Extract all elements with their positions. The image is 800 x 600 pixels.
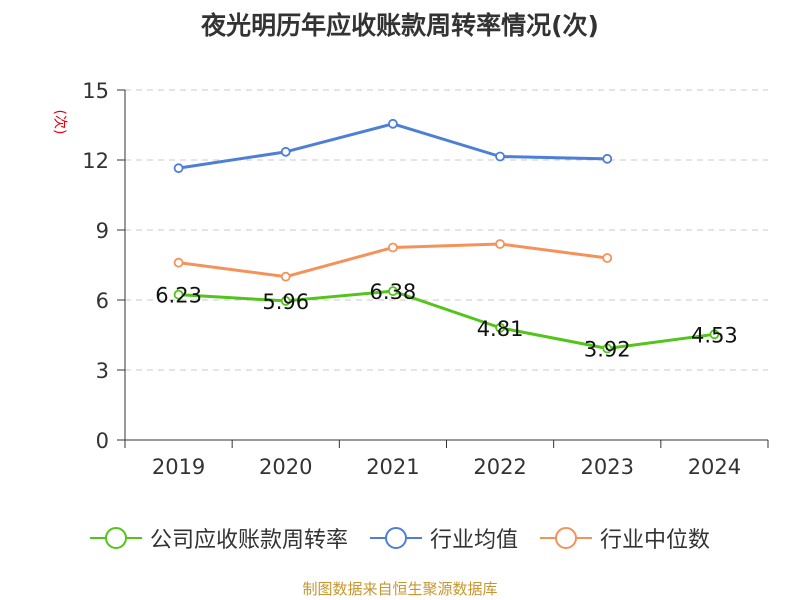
data-point bbox=[388, 286, 398, 297]
x-tick-label: 2023 bbox=[581, 455, 634, 479]
series-line-1 bbox=[178, 122, 608, 170]
data-label: 4.81 bbox=[477, 317, 524, 341]
legend-marker-icon bbox=[540, 526, 592, 550]
data-point bbox=[280, 296, 291, 306]
data-point bbox=[388, 118, 398, 129]
legend-label: 行业均值 bbox=[429, 528, 518, 553]
x-tick-label: 2020 bbox=[259, 455, 312, 479]
data-label: 4.53 bbox=[691, 323, 738, 347]
data-point bbox=[173, 163, 184, 174]
data-point bbox=[173, 289, 184, 300]
y-tick-label: 3 bbox=[96, 359, 109, 383]
data-label: 5.96 bbox=[262, 290, 309, 314]
x-tick-label: 2024 bbox=[688, 455, 741, 479]
legend-marker-icon bbox=[369, 526, 422, 550]
data-label: 6.38 bbox=[370, 280, 417, 304]
x-tick-label: 2021 bbox=[366, 455, 419, 479]
y-tick-label: 6 bbox=[96, 289, 109, 313]
legend-item[interactable]: 公司应收账款周转率 bbox=[89, 522, 348, 554]
y-tick-label: 9 bbox=[96, 219, 109, 243]
chart-title: 夜光明历年应收账款周转率情况(次) bbox=[201, 11, 599, 40]
data-point bbox=[602, 343, 613, 354]
legend-label: 行业中位数 bbox=[600, 528, 711, 553]
data-point bbox=[280, 146, 291, 157]
data-point bbox=[602, 253, 613, 263]
data-label: 6.23 bbox=[155, 284, 202, 308]
legend-marker-icon bbox=[89, 526, 142, 550]
data-point bbox=[602, 153, 613, 164]
x-tick-label: 2022 bbox=[473, 455, 526, 479]
data-point bbox=[388, 242, 398, 253]
data-point bbox=[495, 151, 505, 162]
series-line-0 bbox=[178, 289, 715, 351]
data-point bbox=[173, 257, 184, 268]
chart-legend: 公司应收账款周转率 行业均值 行业中位数 bbox=[0, 520, 800, 556]
x-tick-label: 2019 bbox=[152, 455, 205, 479]
data-point bbox=[280, 271, 291, 282]
legend-item[interactable]: 行业中位数 bbox=[540, 522, 710, 554]
y-tick-label: 0 bbox=[96, 429, 109, 453]
y-tick-label: 15 bbox=[82, 79, 109, 103]
y-tick-label: 12 bbox=[82, 149, 109, 173]
legend-label: 公司应收账款周转率 bbox=[149, 528, 348, 553]
data-point bbox=[495, 239, 505, 249]
data-label: 3.92 bbox=[584, 338, 631, 362]
data-source-note: 制图数据来自恒生聚源数据库 bbox=[302, 580, 498, 598]
legend-item[interactable]: 行业均值 bbox=[369, 522, 518, 554]
data-point bbox=[495, 322, 505, 333]
data-point bbox=[709, 329, 720, 340]
